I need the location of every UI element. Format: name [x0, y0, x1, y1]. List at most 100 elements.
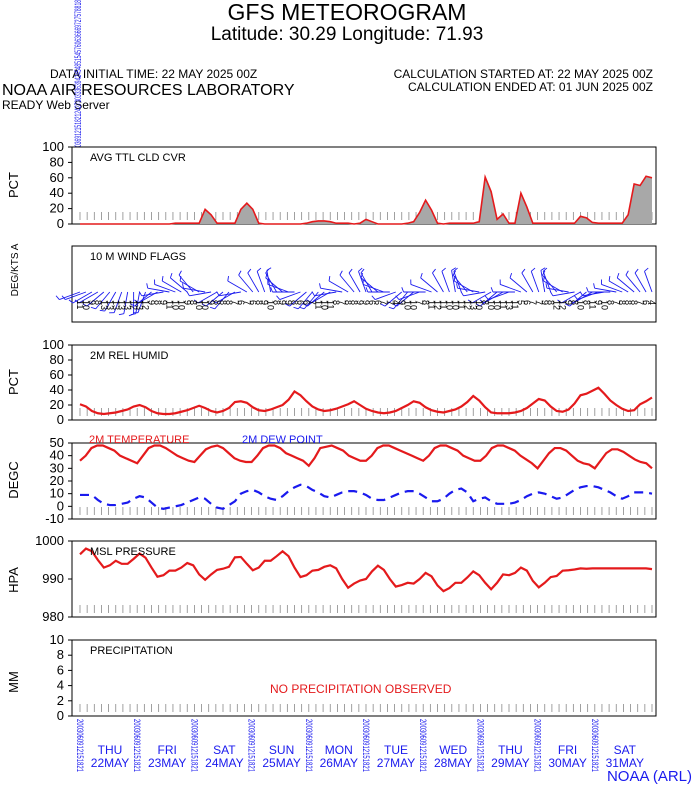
wind-barb-flag	[634, 268, 639, 274]
day-of-week-label: SAT	[213, 743, 236, 757]
wind-barb	[608, 280, 629, 293]
wind-barb	[65, 291, 87, 300]
wind-barb	[441, 271, 450, 293]
wind-barb-flag	[216, 291, 220, 297]
wind-speed-label: 10	[200, 300, 210, 310]
wind-speed-label: 8	[623, 300, 633, 305]
wind-speed-label: 8	[152, 300, 162, 305]
wind-barb-flag	[644, 267, 649, 272]
wind-speed-label: 6	[641, 300, 651, 305]
wind-speed-label: 11	[510, 300, 520, 309]
wind-speed-label: 6	[522, 300, 532, 305]
wind-speed-label: 10	[194, 300, 204, 310]
wind-speed-label: 12	[129, 300, 139, 310]
wind-barb-flag	[146, 283, 149, 289]
wind-barb-flag	[138, 291, 143, 297]
day-of-week-label: TUE	[384, 743, 408, 757]
calculation-started: CALCULATION STARTED AT: 22 MAY 2025 00Z	[393, 67, 653, 81]
date-label: 22MAY	[91, 756, 129, 770]
day-of-week-label: WED	[439, 743, 467, 757]
wind-barb-flag	[182, 283, 184, 289]
bottom-hour-labels: 2003060912151821	[189, 719, 199, 772]
wind-barb	[363, 284, 385, 293]
wind-speed-label: 9	[564, 300, 574, 305]
wind-barb-flag	[545, 283, 548, 289]
wind-barb-flag	[134, 299, 139, 304]
wind-speed-label: 9	[284, 300, 294, 305]
precip-ytick-label: 8	[57, 647, 64, 662]
wind-barb	[289, 291, 307, 307]
wind-barb-flag	[475, 303, 481, 307]
bottom-hour-labels: 2003060912151821	[361, 719, 371, 772]
wind-barb	[463, 291, 486, 297]
wind-barb	[238, 274, 254, 293]
temperature-series-1	[79, 444, 653, 470]
wind-barb-flag	[453, 267, 458, 272]
wind-barb	[360, 277, 379, 293]
cloud-ylabel: PCT	[6, 172, 21, 198]
wind-speed-label: 8	[224, 300, 234, 305]
bottom-hour-labels: 2003060912151821	[418, 719, 428, 772]
wind-barb-flag	[90, 306, 96, 310]
wind-barb	[374, 291, 396, 300]
wind-barb-flag	[467, 299, 473, 304]
day-of-week-label: FRI	[158, 743, 177, 757]
wind-speed-label: 9	[540, 300, 550, 305]
wind-speed-label: 13	[135, 300, 145, 310]
cloud-panel	[68, 146, 657, 225]
precip-ytick-label: 0	[57, 708, 64, 723]
wind-speed-label: 7	[307, 300, 317, 305]
wind-speed-label: 8	[93, 300, 103, 305]
pressure-series-1	[79, 547, 653, 593]
wind-speed-label: 8	[581, 300, 591, 305]
wind-frame	[71, 245, 657, 323]
wind-barb-flag	[543, 275, 545, 282]
pressure-title: MSL PRESSURE	[90, 546, 176, 558]
wind-ylabel: DEG/KTS A	[10, 243, 21, 296]
wind-speed-label: 9	[355, 300, 365, 305]
wind-speed-label: 5	[516, 300, 526, 305]
wind-barb-flag	[392, 303, 398, 307]
wind-barb-flag	[265, 272, 268, 279]
wind-barb-flag	[68, 299, 74, 304]
wind-speed-label: 13	[468, 300, 478, 310]
wind-speed-label: 11	[325, 300, 335, 309]
wind-barb-flag	[179, 275, 182, 282]
wind-barb-flag	[99, 309, 105, 312]
date-label: 31MAY	[606, 756, 644, 770]
wind-barb-flag	[616, 272, 620, 279]
wind-barb-flag	[284, 303, 290, 307]
wind-speed-label: 9	[260, 300, 270, 305]
wind-barb-flag	[451, 267, 457, 271]
wind-speed-label: 9	[397, 300, 407, 305]
wind-speed-label: 11	[313, 300, 323, 309]
calculation-ended: CALCULATION ENDED AT: 01 JUN 2025 00Z	[408, 80, 653, 94]
wind-barb-flag	[542, 270, 546, 276]
wind-barb-flag	[201, 303, 207, 307]
wind-barb-flag	[339, 270, 343, 276]
wind-barb	[616, 277, 635, 293]
wind-speed-label: 8	[343, 300, 353, 305]
temperature-ytick-label: 20	[50, 473, 64, 488]
wind-barb-flag	[395, 295, 400, 300]
wind-speed-label: 8	[212, 300, 222, 305]
date-label: 25MAY	[262, 756, 300, 770]
wind-speed-label: 7	[379, 300, 389, 305]
wind-barb	[162, 280, 182, 293]
wind-barb-flag	[479, 299, 485, 304]
wind-barb	[509, 277, 528, 293]
wind-barb	[227, 280, 248, 293]
wind-speed-label: 7	[242, 300, 252, 305]
wind-barb	[320, 287, 343, 293]
temperature-panel	[68, 442, 657, 520]
wind-barb-flag	[169, 272, 173, 279]
humidity-ytick-label: 60	[50, 367, 64, 382]
date-label: 24MAY	[205, 756, 243, 770]
wind-barb	[601, 284, 623, 293]
wind-speed-label: 11	[438, 300, 448, 309]
wind-title: 10 M WIND FLAGS	[90, 251, 186, 263]
wind-barb	[561, 291, 581, 304]
wind-speed-label: 10	[409, 300, 419, 310]
wind-barb	[328, 280, 349, 293]
wind-speed-label: 8	[254, 300, 264, 305]
